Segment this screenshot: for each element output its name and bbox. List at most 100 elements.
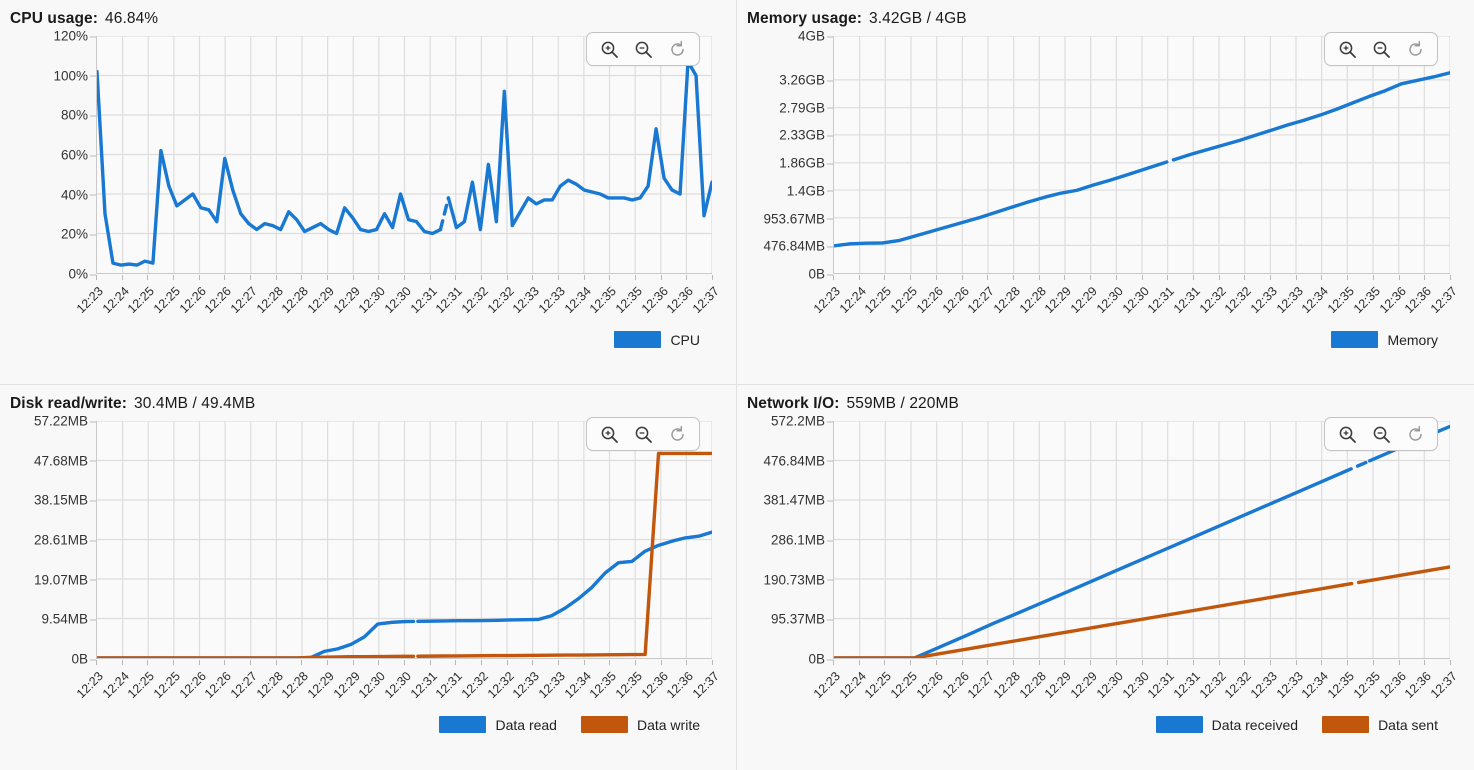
x-tick-mark [455,660,457,665]
x-tick-label: 12:29 [1042,284,1075,317]
zoom-in-button[interactable] [592,421,626,447]
magnifier-plus-icon [1339,426,1356,443]
plot-canvas-memory[interactable] [833,36,1450,274]
x-tick-label: 12:27 [965,284,998,317]
x-tick-label: 12:33 [535,669,568,702]
x-tick-label: 12:28 [990,284,1023,317]
x-axis-cpu: 12:23 12:24 12:25 12:25 12:26 12:26 12:27 12:28… [74,275,722,338]
chart-disk: 0B 9.54MB 19.07MB 28.61MB 38.15MB 47.68MB 57.2… [4,414,722,745]
legend-item[interactable]: Data write [580,716,700,733]
x-tick-mark [352,660,354,665]
plot-area-network: 0B 95.37MB 190.73MB 286.1MB 381.47MB 476.84MB… [741,414,1450,667]
x-tick-label: 12:32 [458,284,491,317]
legend-item[interactable]: Memory [1331,331,1438,348]
x-tick-mark [910,275,912,280]
zoom-out-button[interactable] [1364,36,1398,62]
x-tick-label: 12:32 [484,669,517,702]
x-tick-label: 12:31 [1145,284,1178,317]
magnifier-minus-icon [1373,426,1390,443]
x-tick-mark [935,275,937,280]
legend-item[interactable]: Data sent [1322,716,1438,733]
x-tick-label: 12:36 [638,284,671,317]
y-tick-label: 0B [808,651,833,667]
plot-canvas-network[interactable] [833,421,1450,659]
panel-title-disk: Disk read/write: 30.4MB / 49.4MB [10,395,722,413]
legend-item[interactable]: Data received [1155,716,1298,733]
reset-zoom-button[interactable] [660,36,694,62]
y-tick-label: 57.22MB [33,413,97,429]
zoom-in-button[interactable] [1330,36,1364,62]
legend-color-swatch [1322,716,1370,733]
reset-zoom-button[interactable] [660,421,694,447]
y-tick-label: 2.33GB [779,127,833,143]
y-tick-label: 9.54MB [41,611,96,627]
x-tick-mark [455,275,457,280]
chart-toolbar-memory [1324,32,1438,66]
x-tick-label: 12:30 [1093,284,1126,317]
zoom-in-button[interactable] [592,36,626,62]
y-tick-label: 0% [68,266,96,282]
x-tick-mark [609,660,611,665]
x-tick-mark [1012,275,1014,280]
x-tick-mark [1090,660,1092,665]
x-tick-mark [301,275,303,280]
panel-cpu-usage: CPU usage: 46.84% [0,0,737,385]
x-tick-mark [96,660,97,665]
x-tick-mark [686,275,688,280]
x-tick-mark [147,660,149,665]
x-tick-label: 12:36 [664,669,697,702]
panel-title-cpu-value: 46.84% [105,10,159,27]
x-tick-mark [583,275,585,280]
reset-zoom-button[interactable] [1398,421,1432,447]
x-tick-label: 12:31 [433,284,466,317]
x-tick-mark [532,660,534,665]
x-tick-label: 12:36 [1402,284,1435,317]
x-tick-label: 12:29 [330,284,363,317]
legend-item[interactable]: Data read [439,716,557,733]
zoom-in-button[interactable] [1330,421,1364,447]
x-tick-mark [404,275,405,280]
legend-label: Data read [495,716,557,733]
x-tick-label: 12:30 [356,669,389,702]
zoom-out-button[interactable] [626,421,660,447]
x-tick-mark [660,660,662,665]
legend-item[interactable]: CPU [614,331,700,348]
y-tick-label: 120% [53,28,96,44]
y-tick-label: 4GB [797,28,834,44]
plot-area-disk: 0B 9.54MB 19.07MB 28.61MB 38.15MB 47.68MB 57.2… [4,414,712,667]
x-tick-label: 12:29 [304,669,337,702]
x-tick-label: 12:29 [1042,669,1075,702]
x-tick-mark [1141,660,1143,665]
x-tick-mark [275,660,277,665]
x-tick-mark [1115,660,1117,665]
x-tick-label: 12:35 [1350,669,1383,702]
x-tick-mark [96,275,97,280]
series-svg-disk [97,421,712,658]
x-tick-label: 12:32 [458,669,491,702]
x-tick-mark [884,275,886,280]
x-tick-label: 12:33 [1273,669,1306,702]
x-tick-label: 12:34 [1299,669,1332,702]
x-tick-label: 12:35 [1325,669,1358,702]
x-tick-label: 12:37 [689,284,722,317]
x-tick-mark [1192,275,1194,280]
x-tick-mark [1218,660,1220,665]
y-tick-label: 19.07MB [33,572,97,588]
zoom-out-button[interactable] [1364,421,1398,447]
reset-zoom-button[interactable] [1398,36,1432,62]
x-tick-mark [1450,660,1451,665]
x-tick-mark [1372,275,1374,280]
zoom-out-button[interactable] [626,36,660,62]
y-tick-label: 190.73MB [763,572,833,588]
x-tick-label: 12:31 [1145,669,1178,702]
y-tick-label: 38.15MB [33,492,97,508]
plot-canvas-disk[interactable] [96,421,712,659]
x-tick-mark [1424,660,1426,665]
y-tick-label: 47.68MB [33,453,97,469]
x-tick-label: 12:32 [1196,284,1229,317]
legend-label: CPU [670,331,700,348]
x-tick-label: 12:30 [1119,669,1152,702]
plot-canvas-cpu[interactable] [96,36,712,274]
x-tick-mark [686,660,688,665]
